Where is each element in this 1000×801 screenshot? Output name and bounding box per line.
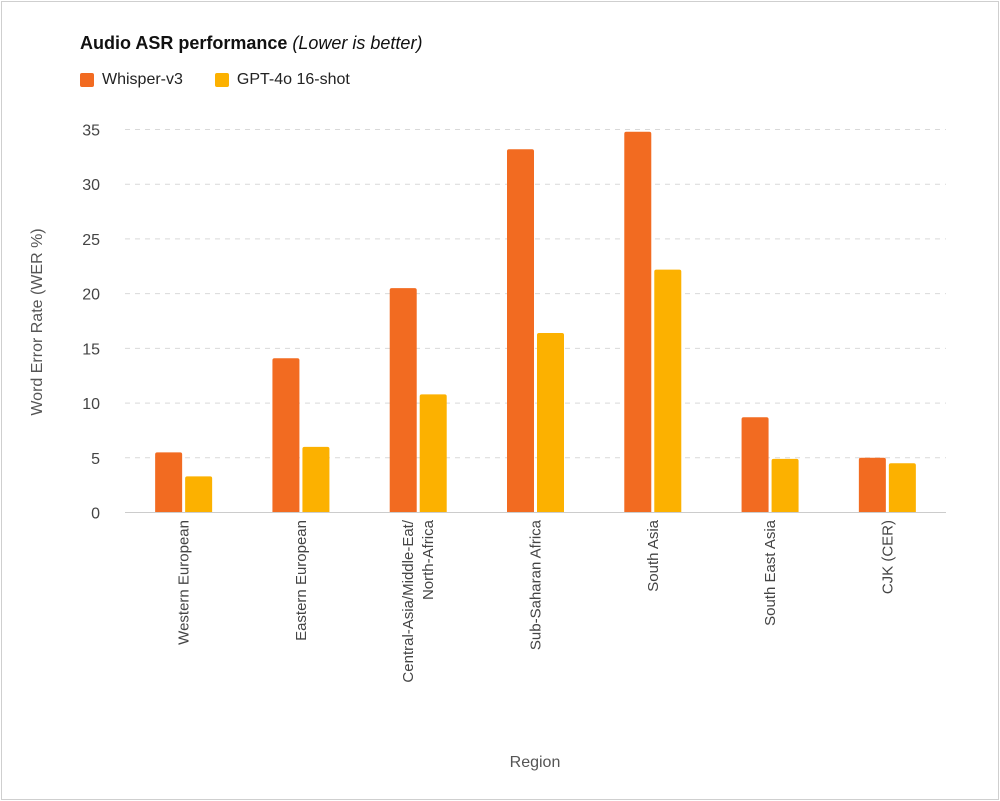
x-tick-label: CJK (CER) [879, 520, 896, 594]
bar-whisper-v3 [507, 149, 534, 513]
chart-subtitle: (Lower is better) [292, 33, 423, 53]
y-tick-label: 0 [91, 506, 100, 523]
chart-legend: Whisper-v3 GPT-4o 16-shot [80, 71, 382, 89]
bar-whisper-v3 [741, 417, 769, 513]
y-tick-label: 25 [82, 232, 100, 249]
bars [155, 131, 916, 513]
y-tick-label: 35 [82, 123, 100, 140]
bar-gpt-4o-16-shot [185, 476, 213, 513]
bar-gpt-4o-16-shot [888, 463, 916, 513]
x-tick-label: South East Asia [762, 519, 779, 626]
y-axis-ticks: 0 5 10 15 20 25 30 35 [82, 123, 100, 523]
x-tick-label: South Asia [645, 519, 662, 591]
x-tick-label: Sub-Saharan Africa [528, 519, 545, 650]
x-axis-ticks: Western European Eastern European Central-… [176, 519, 897, 682]
legend-swatch-whisper [80, 73, 94, 87]
legend-label-gpt4o: GPT-4o 16-shot [236, 71, 350, 88]
y-tick-label: 20 [82, 287, 100, 304]
chart-title: Audio ASR performance (Lower is better) [80, 33, 422, 54]
y-tick-label: 10 [82, 396, 100, 413]
bar-gpt-4o-16-shot [537, 333, 564, 513]
bar-whisper-v3 [155, 452, 183, 513]
legend-label-whisper: Whisper-v3 [102, 71, 183, 88]
y-tick-label: 30 [82, 177, 100, 194]
x-tick-label: Central-Asia/Middle-Eat/ [400, 519, 417, 682]
y-tick-label: 15 [82, 341, 100, 358]
bar-gpt-4o-16-shot [654, 269, 682, 513]
bar-whisper-v3 [624, 131, 652, 513]
bar-gpt-4o-16-shot [771, 458, 799, 513]
y-axis-label: Word Error Rate (WER %) [29, 228, 46, 415]
bar-whisper-v3 [389, 288, 417, 513]
bar-whisper-v3 [858, 457, 886, 513]
gridlines [125, 129, 946, 459]
x-tick-label: North-Africa [420, 519, 437, 600]
legend-swatch-gpt4o [214, 73, 229, 87]
x-tick-label: Eastern European [293, 520, 310, 641]
y-tick-label: 5 [91, 451, 100, 468]
chart-title-main: Audio ASR performance [80, 33, 288, 53]
legend-item-whisper: Whisper-v3 [80, 71, 183, 89]
x-tick-label: Western European [176, 520, 193, 645]
bar-whisper-v3 [272, 358, 300, 513]
bar-gpt-4o-16-shot [419, 394, 447, 513]
legend-item-gpt4o: GPT-4o 16-shot [214, 71, 350, 89]
bar-gpt-4o-16-shot [302, 446, 330, 513]
x-axis-label: Region [510, 754, 561, 771]
